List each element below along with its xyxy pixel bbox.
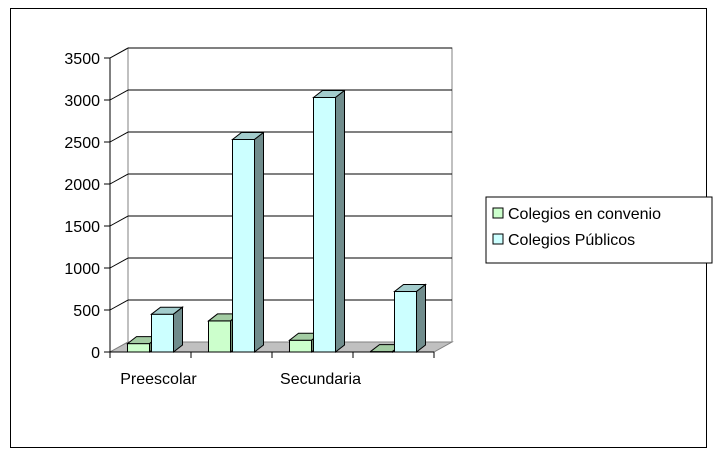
- plot-wall: [108, 47, 454, 353]
- bar-front: [313, 96, 336, 353]
- bar-front: [127, 343, 150, 353]
- y-tick-label: 3500: [64, 51, 100, 68]
- x-axis-labels: Preescolar Secundaria: [120, 371, 361, 388]
- gridline-depth: [109, 89, 129, 101]
- bar-front: [232, 138, 255, 353]
- x-category-label: Secundaria: [280, 371, 361, 388]
- bar-publicos: [231, 131, 265, 354]
- legend-label: Colegios en convenio: [508, 206, 661, 223]
- gridline-depth: [109, 299, 129, 311]
- bar-side: [416, 283, 426, 354]
- gridline-depth: [109, 215, 129, 227]
- legend-swatch: [492, 233, 504, 245]
- legend-swatch: [492, 207, 504, 219]
- legend: Colegios en convenio Colegios Públicos: [485, 196, 713, 264]
- bar-publicos: [150, 306, 184, 354]
- y-tick-label: 1500: [64, 219, 100, 236]
- y-axis-ticks: 0 500 1000 1500 2000 2500 3000 3500: [64, 51, 110, 362]
- legend-box: [485, 196, 713, 264]
- y-tick-label: 1000: [64, 261, 100, 278]
- bar-side: [254, 131, 264, 354]
- bar-publicos: [393, 283, 427, 354]
- gridline-depth: [109, 257, 129, 269]
- x-category-label: Preescolar: [120, 371, 197, 388]
- gridline-depth: [109, 131, 129, 143]
- bar-side: [173, 306, 183, 354]
- y-tick-label: 0: [91, 345, 100, 362]
- y-tick-label: 3000: [64, 93, 100, 110]
- gridline-depth: [109, 173, 129, 185]
- gridline-depth: [109, 47, 129, 59]
- y-tick-label: 500: [73, 303, 100, 320]
- bar-side: [335, 89, 345, 354]
- bars: [126, 89, 427, 354]
- y-tick-label: 2000: [64, 177, 100, 194]
- bar-front: [208, 320, 231, 353]
- legend-label: Colegios Públicos: [508, 232, 635, 249]
- y-tick-label: 2500: [64, 135, 100, 152]
- bar-publicos: [312, 89, 346, 354]
- bar-front: [289, 339, 312, 353]
- side-wall: [109, 47, 129, 353]
- bar-front: [394, 291, 417, 353]
- gridlines: [109, 47, 452, 311]
- bar-front: [151, 313, 174, 353]
